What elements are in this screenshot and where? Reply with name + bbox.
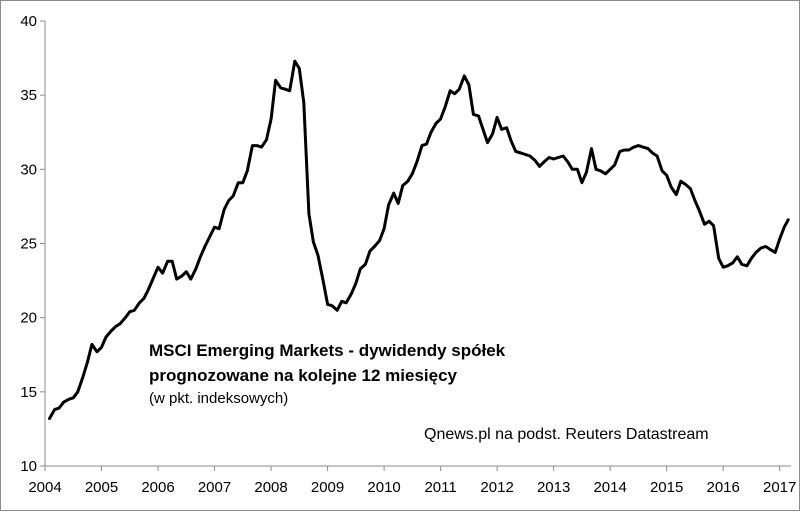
x-tick-label: 2014 (593, 479, 626, 496)
x-tick-label: 2012 (480, 479, 513, 496)
y-axis-ticks: 10 15 20 25 30 35 40 (20, 13, 45, 475)
y-tick-label: 10 (20, 458, 37, 475)
y-tick-label: 20 (20, 310, 37, 327)
y-tick-label: 30 (20, 161, 37, 178)
chart-source: Qnews.pl na podst. Reuters Datastream (424, 426, 709, 443)
x-tick-label: 2004 (28, 479, 61, 496)
chart-title-line2: prognozowane na kolejne 12 miesięcy (149, 366, 458, 385)
x-tick-label: 2015 (650, 479, 683, 496)
y-tick-label: 15 (20, 384, 37, 401)
x-tick-label: 2008 (254, 479, 287, 496)
x-tick-label: 2006 (141, 479, 174, 496)
y-tick-label: 35 (20, 87, 37, 104)
x-axis-ticks: 2004 2005 2006 2007 2008 2009 2010 2011 2012 2013… (28, 466, 796, 496)
x-tick-label: 2017 (763, 479, 796, 496)
x-tick-label: 2016 (706, 479, 739, 496)
x-tick-label: 2009 (311, 479, 344, 496)
series-line (48, 59, 790, 420)
x-tick-label: 2011 (424, 479, 456, 496)
y-tick-label: 40 (20, 13, 37, 30)
x-tick-label: 2007 (198, 479, 231, 496)
x-tick-label: 2013 (537, 479, 570, 496)
x-tick-label: 2005 (85, 479, 118, 496)
y-tick-label: 25 (20, 236, 37, 253)
chart-title: MSCI Emerging Markets - dywidendy spółek (149, 341, 506, 360)
series-layer (48, 59, 790, 420)
chart-subtitle: (w pkt. indeksowych) (149, 390, 288, 407)
x-tick-label: 2010 (367, 479, 400, 496)
